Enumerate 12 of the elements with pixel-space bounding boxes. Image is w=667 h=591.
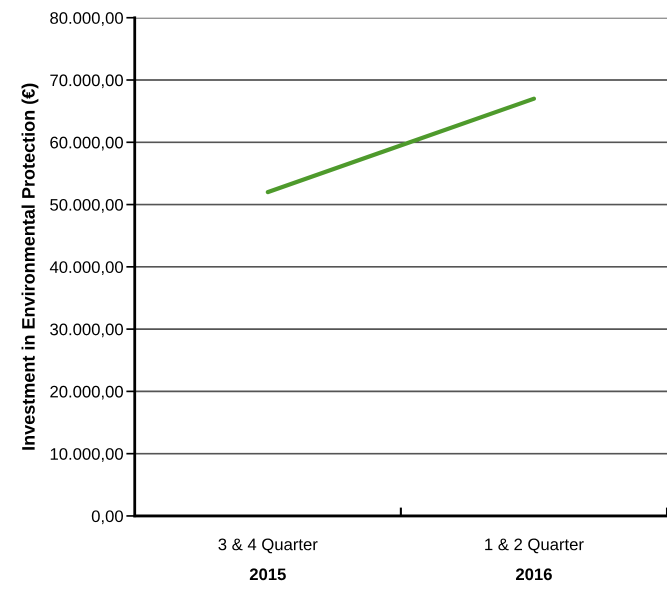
y-tick-label: 20.000,00: [50, 386, 123, 400]
y-tick-label: 80.000,00: [50, 12, 123, 26]
x-tick-label: 1 & 2 Quarter 2016: [485, 538, 584, 580]
y-tick-label: 0,00: [92, 510, 123, 524]
y-tick-label: 40.000,00: [50, 261, 123, 276]
y-tick-label: 60.000,00: [50, 136, 123, 150]
y-tick-label: 30.000,00: [50, 324, 123, 338]
y-tick-label: 70.000,00: [50, 74, 123, 88]
y-axis-title: Investment in Environmental Protection (€): [22, 84, 38, 450]
x-tick-label: 3 & 4 Quarter 2015: [218, 538, 318, 580]
y-tick-label: 50.000,00: [50, 198, 123, 213]
y-tick-label: 10.000,00: [50, 448, 123, 462]
